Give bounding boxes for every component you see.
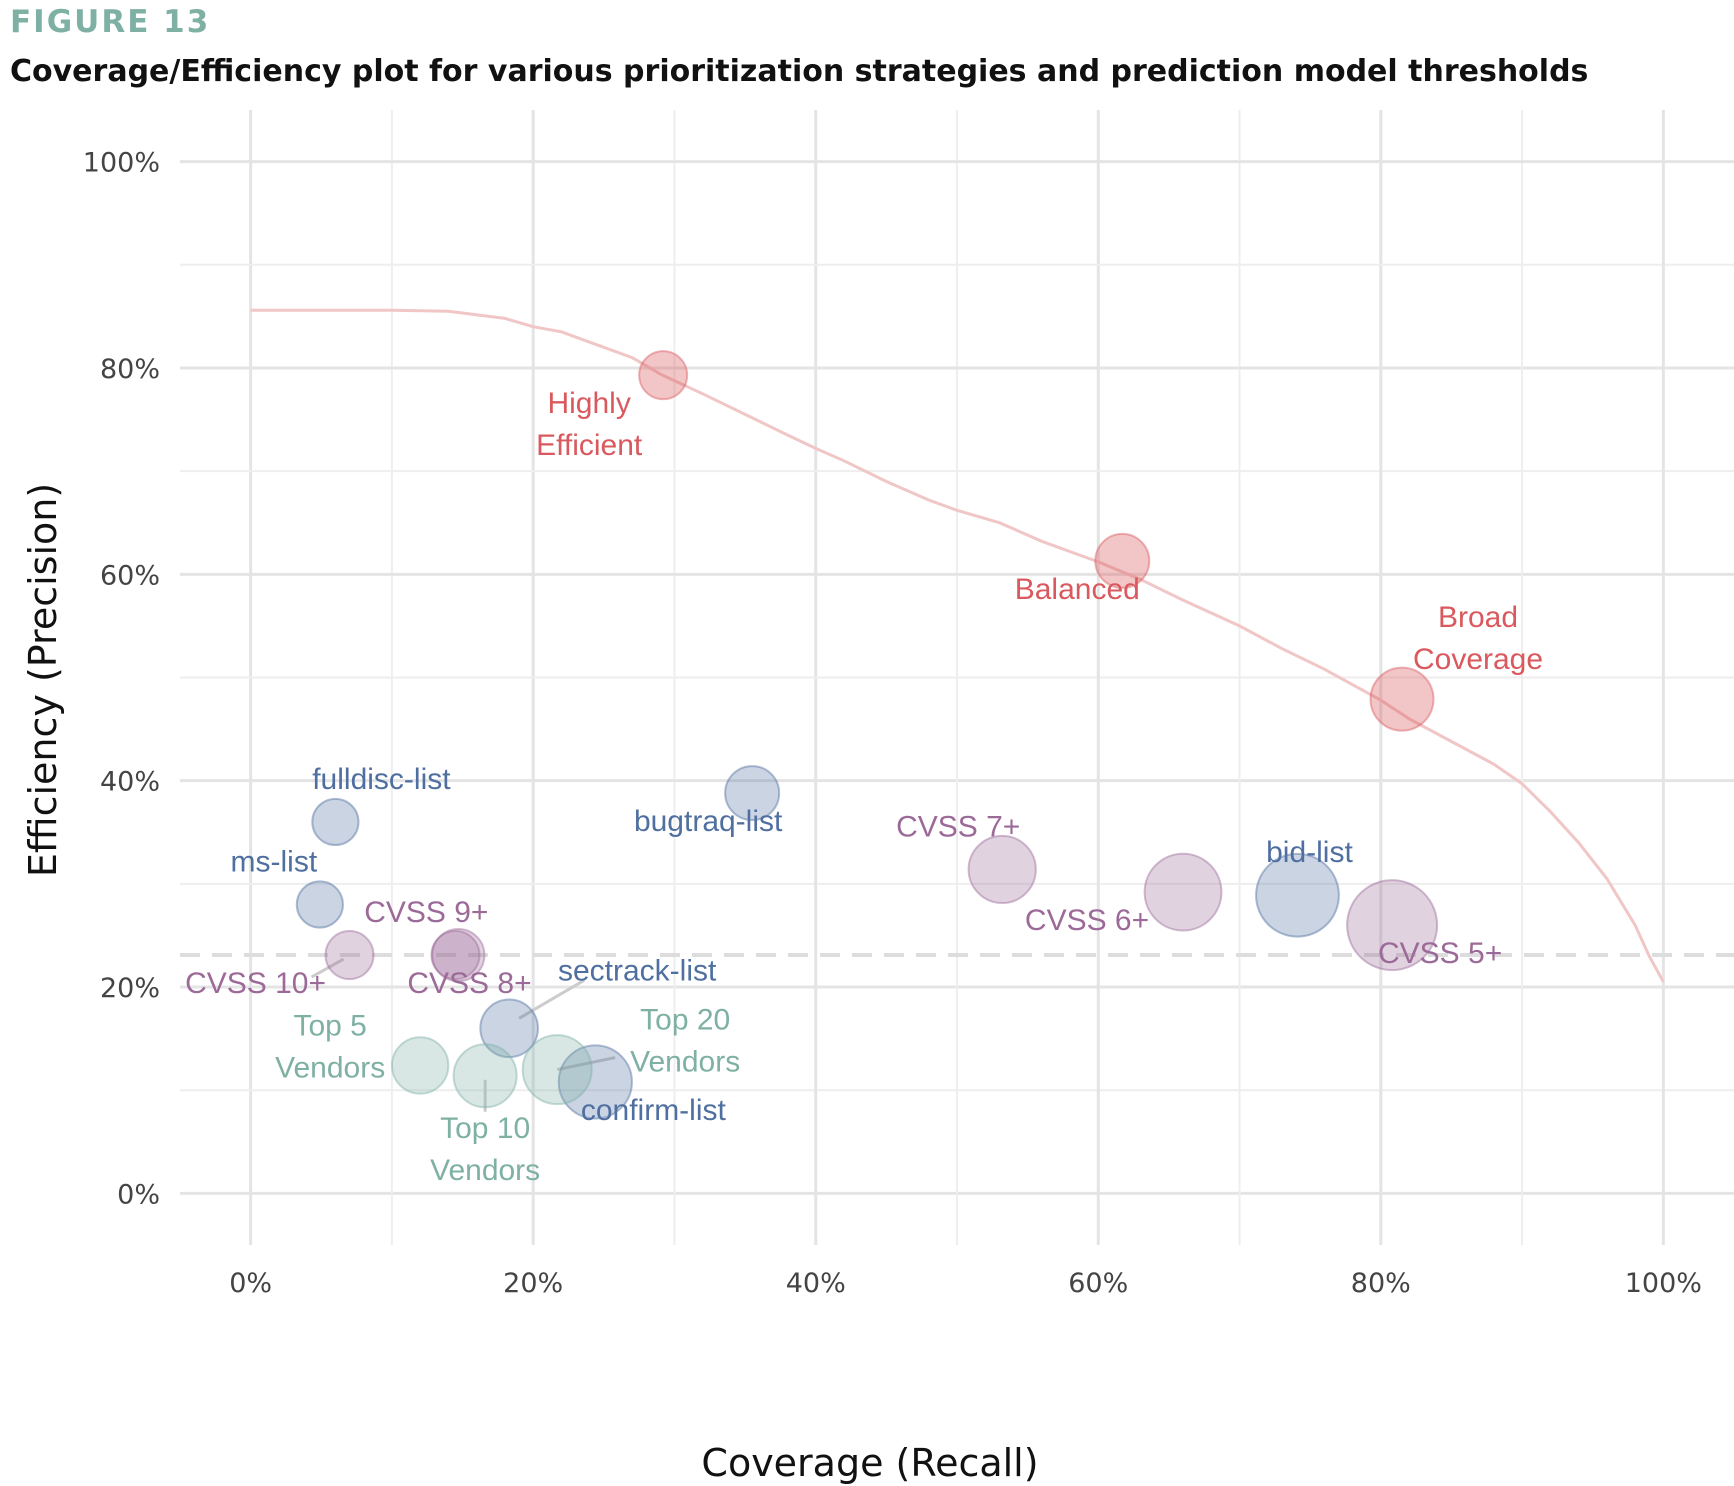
y-axis-title: Efficiency (Precision) (21, 483, 65, 877)
point-broad-coverage (1369, 666, 1435, 732)
figure-label: FIGURE 13 (10, 4, 211, 40)
y-tick-label: 100% (83, 148, 160, 179)
point-cvss-7+ (967, 834, 1037, 905)
point-labels: Highly Efficient Balanced Broad Coverage full… (185, 387, 1543, 1187)
point-ms-list (295, 880, 344, 929)
y-tick-label: 0% (117, 1179, 160, 1210)
figure-title: Coverage/Efficiency plot for various pri… (10, 54, 1589, 89)
point-fulldisc-list (311, 797, 360, 847)
x-tick-label: 0% (229, 1268, 272, 1299)
leader-line (518, 979, 585, 1020)
point-label: bugtraq-list (634, 805, 783, 838)
point-label: Highly (547, 387, 630, 420)
point-balanced (1094, 532, 1151, 589)
point-label: sectrack-list (558, 954, 717, 987)
point-bugtraq-list (724, 765, 781, 822)
y-tick-label: 60% (100, 560, 160, 591)
x-tick-label: 60% (1068, 1268, 1128, 1299)
leader-line (310, 957, 345, 979)
y-tick-label: 40% (100, 767, 160, 798)
point-label: CVSS 7+ (896, 810, 1020, 843)
point-label: Balanced (1015, 573, 1140, 606)
point-label: Vendors (630, 1046, 740, 1079)
point-label: Top 10 (440, 1112, 530, 1145)
x-tick-label: 40% (786, 1268, 846, 1299)
point-label: bid-list (1266, 836, 1353, 869)
point-label: fulldisc-list (312, 763, 451, 796)
point-label: CVSS 5+ (1378, 937, 1502, 970)
point-cvss-9+ (431, 927, 486, 983)
point-label: Top 5 (293, 1009, 366, 1042)
point-label: CVSS 6+ (1025, 904, 1149, 937)
point-label: Vendors (275, 1051, 385, 1084)
point-top-20-vendors (521, 1034, 593, 1106)
point-bid-list (1255, 852, 1340, 938)
point-confirm-list (557, 1044, 633, 1120)
point-cvss-5+ (1346, 879, 1439, 972)
x-tick-label: 100% (1625, 1268, 1702, 1299)
tick-labels: 0% 20% 40% 60% 80% 100% 0% 20% 40% 60% 80% 100% (83, 148, 1702, 1299)
leader-line (556, 1056, 616, 1072)
x-tick-label: 20% (503, 1268, 563, 1299)
point-label: CVSS 9+ (364, 896, 488, 929)
point-highly-efficient (638, 350, 689, 401)
model-curve-line (250, 308, 1665, 983)
point-label: confirm-list (581, 1094, 727, 1127)
data-points (295, 350, 1439, 1120)
point-top-10-vendors (452, 1043, 518, 1109)
point-label: ms-list (231, 846, 318, 879)
x-axis-title: Coverage (Recall) (701, 1441, 1038, 1485)
point-top-5-vendors (390, 1036, 450, 1095)
point-label: CVSS 8+ (407, 967, 531, 1000)
x-tick-label: 80% (1351, 1268, 1411, 1299)
point-cvss-10+ (324, 930, 375, 981)
point-sectrack-list (479, 998, 539, 1059)
point-label: Broad (1438, 601, 1518, 634)
model-curve (250, 308, 1665, 983)
point-label: Efficient (536, 429, 643, 462)
point-label: Vendors (430, 1154, 540, 1187)
point-cvss-6+ (1143, 852, 1223, 932)
point-label: CVSS 10+ (185, 967, 326, 1000)
grid (180, 110, 1734, 1245)
leader-lines (310, 957, 616, 1112)
y-tick-label: 80% (100, 354, 160, 385)
point-label: Top 20 (640, 1004, 730, 1037)
point-cvss-8+ (430, 930, 481, 981)
point-label: Coverage (1413, 643, 1543, 676)
y-tick-label: 20% (100, 973, 160, 1004)
